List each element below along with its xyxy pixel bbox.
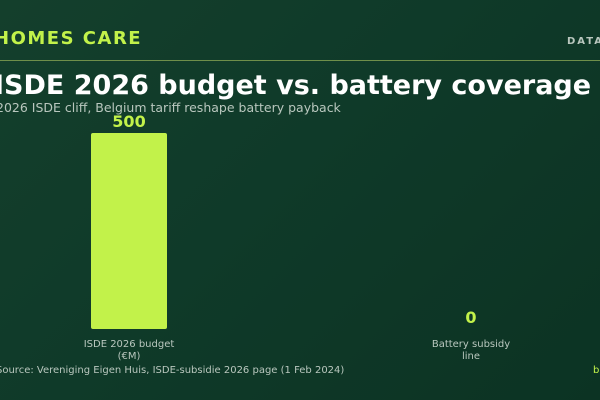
corner-label: b xyxy=(593,365,600,376)
section-tag: DATA xyxy=(567,36,600,47)
chart-subtitle: 2026 ISDE cliff, Belgium tariff reshape … xyxy=(0,100,341,115)
chart-title: ISDE 2026 budget vs. battery coverage xyxy=(0,70,592,101)
source-note: Source: Vereniging Eigen Huis, ISDE-subs… xyxy=(0,365,345,376)
value-label-1: 0 xyxy=(465,308,476,327)
category-label-0-0: ISDE 2026 budget xyxy=(84,339,175,350)
category-label-1-0: Battery subsidy xyxy=(432,339,510,350)
brand-name: HOMES CARE xyxy=(0,28,143,49)
value-label-0: 500 xyxy=(112,112,145,131)
header-divider xyxy=(0,60,600,61)
category-label-0-1: (€M) xyxy=(118,351,141,362)
category-label-1-1: line xyxy=(462,351,480,362)
bar-0 xyxy=(91,133,167,329)
